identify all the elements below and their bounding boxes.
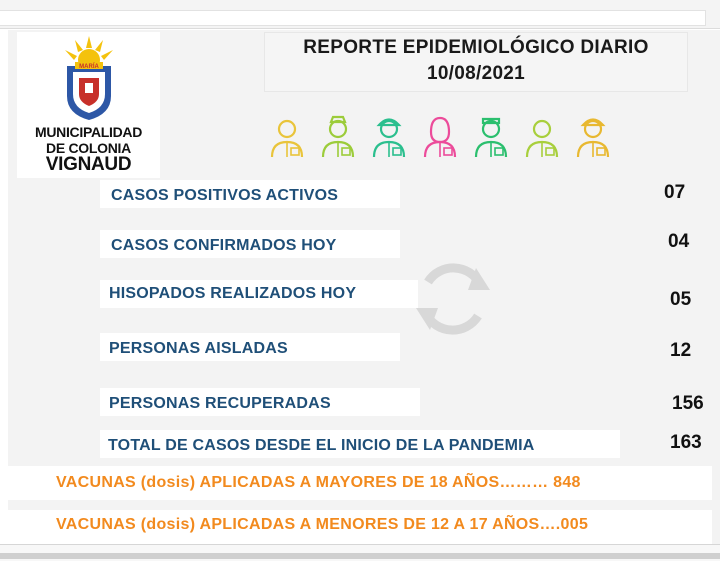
vaccine-adults-text: VACUNAS (dosis) APLICADAS A MAYORES DE 1…: [56, 474, 581, 491]
stat-label: HISOPADOS REALIZADOS HOY: [109, 285, 357, 302]
logo-line-1: MUNICIPALIDAD: [34, 124, 143, 140]
stat-label: CASOS POSITIVOS ACTIVOS: [111, 187, 339, 204]
stat-row: TOTAL DE CASOS DESDE EL INICIO DE LA PAN…: [100, 430, 620, 458]
logo-line-3: VIGNAUD: [45, 154, 132, 175]
stat-label: PERSONAS AISLADAS: [109, 340, 288, 357]
municipal-shield-icon: MARÍA: [65, 36, 113, 120]
top-toolbar: [0, 0, 720, 29]
municipality-logo: MARÍA MUNICIPALIDAD DE COLONIA VIGNAUD: [17, 32, 160, 178]
vaccine-row: VACUNAS (dosis) APLICADAS A MENORES DE 1…: [0, 510, 712, 544]
stat-label: CASOS CONFIRMADOS HOY: [111, 237, 337, 254]
top-toolbar-field: [0, 10, 706, 26]
stat-row: PERSONAS RECUPERADAS: [100, 388, 420, 416]
professions-icon-strip: [268, 112, 612, 160]
vaccine-row: VACUNAS (dosis) APLICADAS A MAYORES DE 1…: [0, 466, 712, 500]
nurse-icon: [423, 116, 457, 158]
vaccine-minors-text: VACUNAS (dosis) APLICADAS A MENORES DE 1…: [56, 516, 589, 533]
paramedic-icon: [474, 117, 508, 158]
report-title: REPORTE EPIDEMIOLÓGICO DIARIO: [303, 37, 649, 58]
stat-value: 05: [670, 289, 692, 310]
firefighter-icon: [576, 118, 610, 158]
stat-value: 07: [664, 182, 686, 203]
report-header: REPORTE EPIDEMIOLÓGICO DIARIO 10/08/2021: [264, 32, 688, 92]
refresh-watermark-icon: [416, 263, 490, 335]
stat-value: 156: [672, 393, 704, 414]
emblem-text: MARÍA: [79, 62, 99, 70]
worker-icon: [270, 119, 304, 158]
construction-worker-icon: [372, 118, 406, 158]
stat-value: 163: [670, 432, 702, 453]
stat-label: PERSONAS RECUPERADAS: [109, 395, 331, 412]
stat-row: CASOS POSITIVOS ACTIVOS: [100, 180, 400, 208]
bottom-bar: [0, 544, 720, 561]
stat-row: PERSONAS AISLADAS: [100, 333, 400, 361]
logo-line-2: DE COLONIA: [46, 140, 131, 156]
doctor-icon: [321, 115, 355, 158]
report-date: 10/08/2021: [426, 63, 526, 84]
stat-value: 04: [668, 231, 690, 252]
stat-row: HISOPADOS REALIZADOS HOY: [100, 280, 418, 308]
stat-row: CASOS CONFIRMADOS HOY: [100, 230, 400, 258]
chef-icon: [525, 119, 559, 158]
stat-label: TOTAL DE CASOS DESDE EL INICIO DE LA PAN…: [108, 437, 535, 454]
stat-value: 12: [670, 340, 692, 361]
bottom-strip: [0, 553, 720, 559]
